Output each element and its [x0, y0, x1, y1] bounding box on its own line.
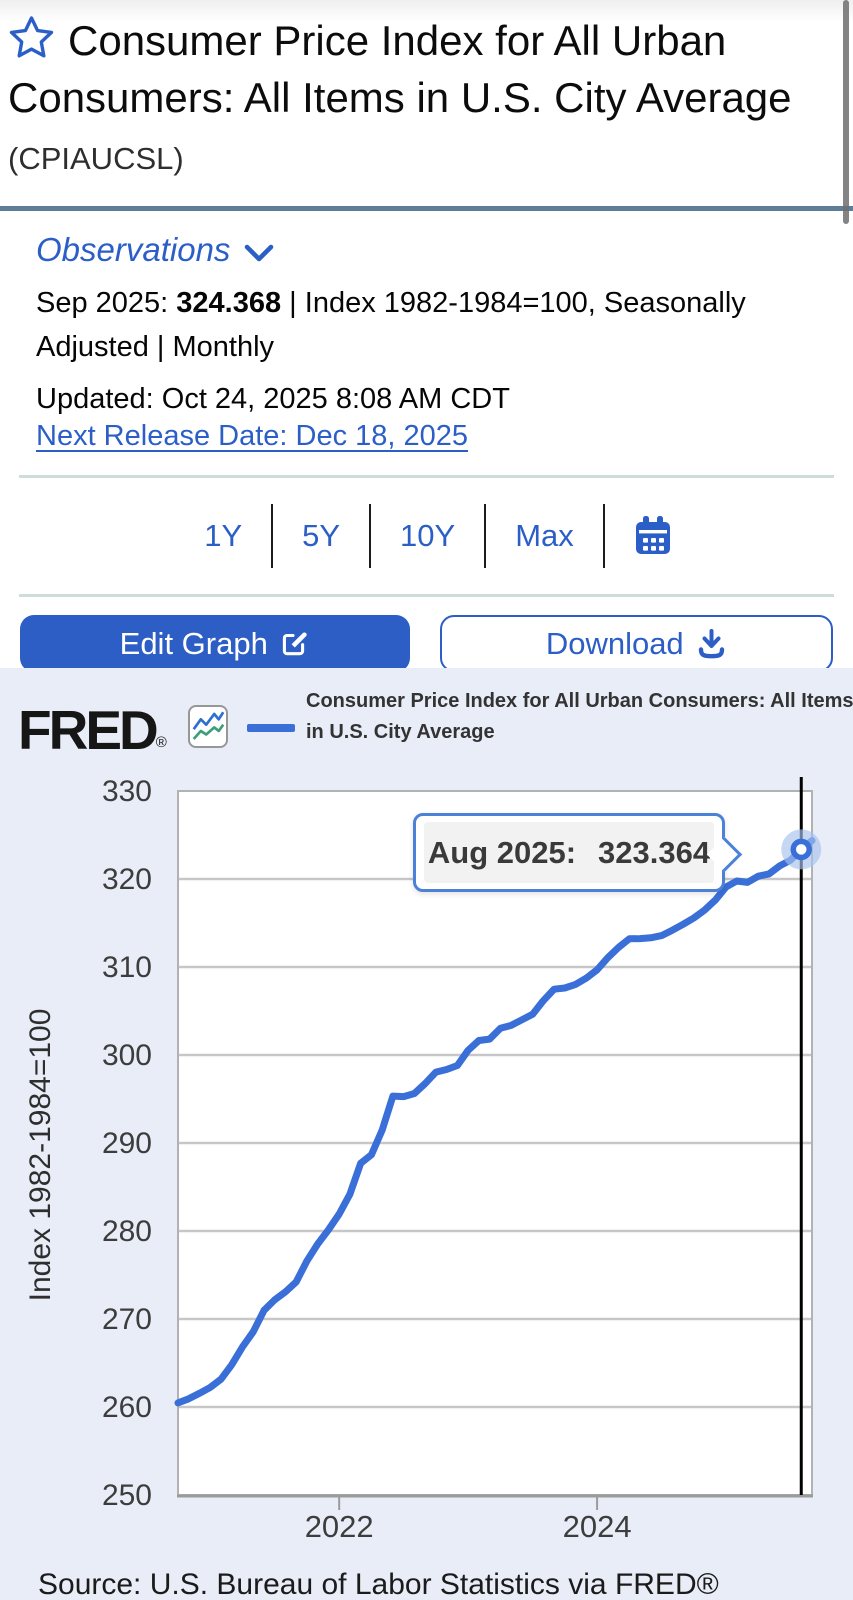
x-axis-tick-label: 2022 — [305, 1509, 374, 1544]
fred-wordmark: FRED — [18, 699, 159, 761]
edit-graph-button[interactable]: Edit Graph — [20, 615, 410, 672]
fred-chart-logo-icon — [188, 705, 228, 748]
range-max[interactable]: Max — [515, 518, 574, 553]
action-buttons: Edit Graph Download — [20, 615, 833, 672]
scrollbar-thumb[interactable] — [843, 0, 849, 224]
y-axis-title: Index 1982-1984=100 — [24, 1009, 57, 1302]
cpi-line-chart[interactable]: 330 320 310 300 290 280 270 260 250 2022 2024 Index… — [0, 740, 853, 1600]
y-axis-tick-label: 320 — [102, 863, 152, 896]
updated-timestamp: Updated: Oct 24, 2025 8:08 AM CDT — [36, 383, 510, 415]
next-release-link[interactable]: Next Release Date: Dec 18, 2025 — [36, 420, 469, 452]
edit-graph-label: Edit Graph — [119, 625, 268, 661]
cpi-series-line — [174, 837, 816, 1407]
divider — [19, 475, 834, 478]
series-title-text: Consumer Price Index for All Urban Consu… — [8, 17, 792, 121]
y-axis-tick-label: 260 — [102, 1391, 152, 1424]
chevron-down-icon — [245, 244, 274, 261]
legend-line-swatch — [247, 724, 295, 732]
y-axis-tick-label: 300 — [102, 1039, 152, 1072]
observation-units: | Index 1982-1984=100, Seasonally Adjust… — [36, 287, 746, 363]
edit-icon — [282, 631, 307, 655]
observations-section: Observations Sep 2025: 324.368 | Index 1… — [0, 211, 853, 453]
source-attribution: Source: U.S. Bureau of Labor Statistics … — [38, 1568, 719, 1600]
observation-date: Sep 2025: — [36, 287, 169, 319]
hover-point — [790, 838, 813, 861]
separator — [484, 504, 487, 568]
tooltip-date: Aug 2025: — [427, 834, 577, 870]
observations-link-label: Observations — [36, 231, 231, 268]
favorite-star-icon[interactable] — [8, 15, 55, 59]
divider — [19, 594, 834, 597]
tooltip-value: 323.364 — [598, 834, 711, 870]
series-ticker: (CPIAUCSL) — [8, 141, 184, 176]
fred-logo: FRED® — [18, 698, 167, 762]
observation-value-line: Sep 2025: 324.368 | Index 1982-1984=100,… — [36, 281, 798, 369]
calendar-button[interactable] — [605, 516, 678, 556]
y-axis-tick-label: 280 — [102, 1215, 152, 1248]
legend-series-label: Consumer Price Index for All Urban Consu… — [306, 690, 853, 743]
calendar-icon — [635, 516, 670, 554]
y-axis-tick-label: 270 — [102, 1303, 152, 1336]
x-axis-tick-label: 2024 — [563, 1509, 632, 1544]
chart-tooltip-content: Aug 2025: 323.364 — [424, 822, 714, 883]
y-axis-tick-label: 290 — [102, 1127, 152, 1160]
chart-section: FRED® Consumer Price Index for All Urban… — [0, 668, 853, 1600]
download-button[interactable]: Download — [439, 615, 833, 672]
range-selector: 1Y 5Y 10Y Max — [0, 478, 853, 594]
page-title: Consumer Price Index for All Urban Consu… — [8, 12, 820, 187]
y-axis-tick-label: 250 — [102, 1479, 152, 1512]
download-label: Download — [545, 625, 684, 661]
separator — [602, 504, 605, 568]
range-1y[interactable]: 1Y — [204, 518, 243, 553]
observation-value: 324.368 — [176, 287, 282, 319]
download-icon — [698, 629, 724, 659]
y-axis-tick-label: 330 — [102, 775, 152, 808]
y-axis-tick-label: 310 — [102, 951, 152, 984]
range-10y[interactable]: 10Y — [400, 518, 456, 553]
page-header: Consumer Price Index for All Urban Consu… — [0, 0, 853, 187]
separator — [369, 504, 372, 568]
registered-mark: ® — [155, 734, 167, 751]
title-divider — [0, 206, 853, 211]
range-5y[interactable]: 5Y — [302, 518, 341, 553]
observations-link[interactable]: Observations — [36, 231, 817, 269]
chart-tooltip: Aug 2025: 323.364 — [413, 813, 743, 892]
separator — [271, 504, 274, 568]
